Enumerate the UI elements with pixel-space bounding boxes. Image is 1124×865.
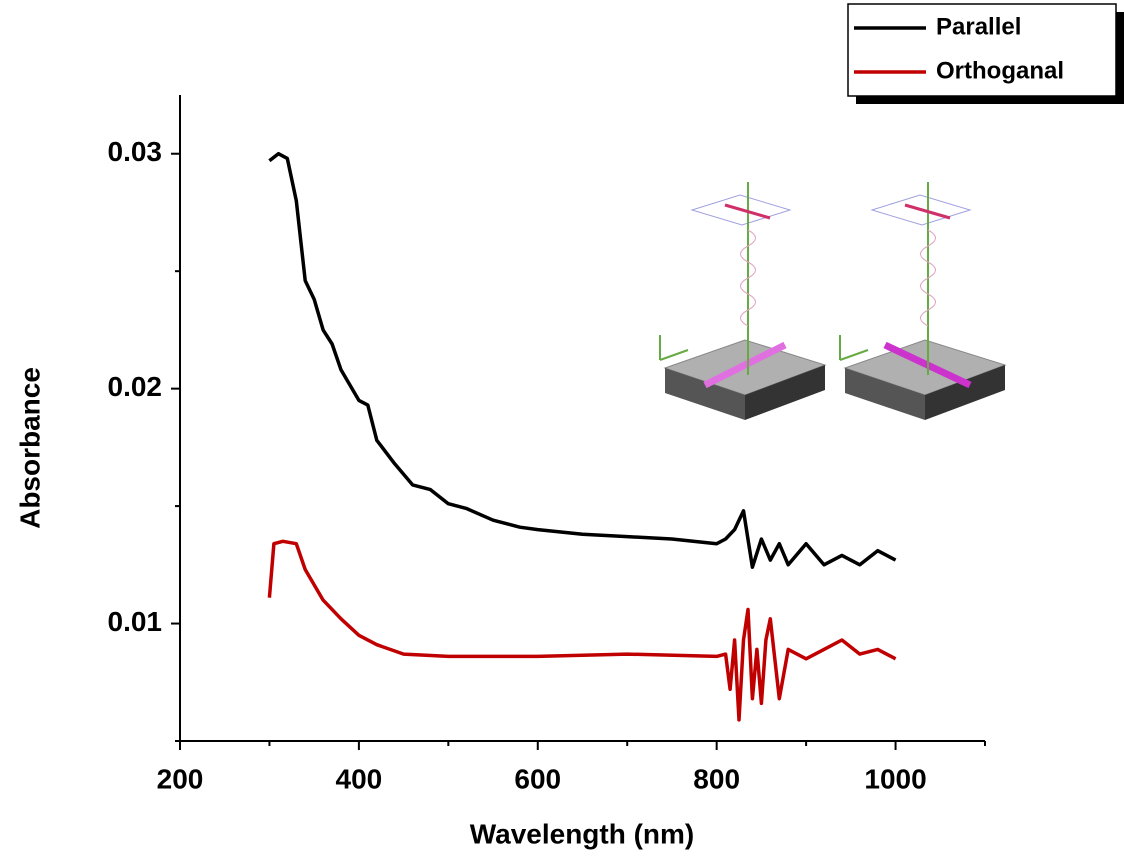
y-tick-label: 0.01 [108,606,163,637]
legend-label: Orthoganal [936,57,1064,84]
x-tick-label: 1000 [864,763,926,794]
legend-box [847,3,1117,97]
inset-illustration [659,182,1007,420]
x-tick-label: 800 [693,763,740,794]
y-tick-label: 0.03 [108,136,163,167]
x-tick-label: 400 [336,763,383,794]
x-tick-label: 600 [514,763,561,794]
x-tick-label: 200 [157,763,204,794]
legend-label: Parallel [936,13,1021,40]
y-axis-title: Absorbance [14,367,45,529]
data-line [267,539,897,722]
y-tick-label: 0.02 [108,371,163,402]
x-axis-title: Wavelength (nm) [470,818,695,849]
data-line [268,151,897,569]
